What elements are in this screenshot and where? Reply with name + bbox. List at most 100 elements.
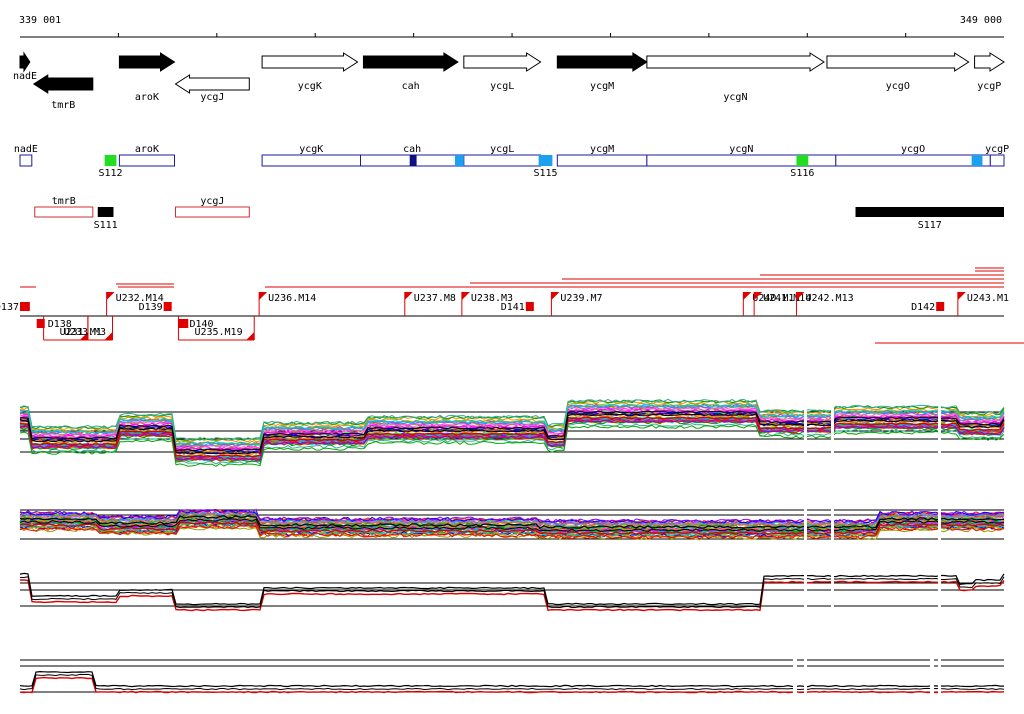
transcript-track: D137U232.M14D139U236.M14U237.M8U238.M3D1… <box>0 267 1024 344</box>
transcript-u238-m3[interactable]: U238.M3 <box>461 292 513 316</box>
forward-marker-s115[interactable] <box>538 155 553 166</box>
reverse-marker-s117[interactable] <box>855 207 1004 217</box>
data-gap <box>831 496 834 545</box>
gene-arrow-arok[interactable] <box>118 52 176 72</box>
ruler-start-label: 339 001 <box>19 15 61 26</box>
forward-feature-ycgp[interactable] <box>989 154 1005 167</box>
transcript-d141[interactable]: D141 <box>501 302 534 313</box>
gene-label-arok: aroK <box>135 92 159 103</box>
transcript-u237-m8[interactable]: U237.M8 <box>404 292 456 316</box>
transcript-u233-m3[interactable]: U233.M3 <box>64 316 114 341</box>
reverse-feature-label-ycgj: ycgJ <box>200 196 224 207</box>
transcript-u243-m1[interactable]: U243.M1 <box>957 292 1009 316</box>
transcript-d137[interactable]: D137 <box>0 302 30 313</box>
transcript-label: U235.M19 <box>194 327 242 338</box>
forward-marker-s116[interactable] <box>796 155 809 166</box>
gene-label-tmrb: tmrB <box>51 100 75 111</box>
transcript-d139[interactable]: D139 <box>139 302 172 313</box>
transcript-label: U231.M1 <box>60 327 102 338</box>
expression-trace-red <box>19 416 1005 458</box>
transcript-label: D138 <box>48 319 72 330</box>
forward-marker[interactable] <box>454 155 464 166</box>
expression-trace <box>19 403 1005 446</box>
forward-feature-ycgk[interactable] <box>261 154 361 167</box>
transcript-u235-m19[interactable]: U235.M19 <box>177 316 255 341</box>
transcript-u240-m11[interactable]: U240.M11 <box>742 292 800 316</box>
data-gap <box>831 398 834 458</box>
data-gap <box>804 646 807 698</box>
gene-arrow-ycgl[interactable] <box>463 52 542 72</box>
transcript-extent-lines <box>20 267 1024 344</box>
transcript-label: U242.M13 <box>805 293 853 304</box>
expression-trace-black <box>19 518 1005 532</box>
reverse-marker-s111[interactable] <box>97 207 114 217</box>
transcript-d138[interactable]: D138 <box>36 319 72 330</box>
forward-feature-ycgl[interactable] <box>463 154 542 167</box>
transcript-box <box>20 302 30 311</box>
transcript-flag <box>551 292 560 300</box>
expression-trace <box>19 418 1005 461</box>
forward-marker-s112[interactable] <box>104 155 117 166</box>
transcript-label: D141 <box>501 302 525 313</box>
transcript-u241-m14[interactable]: U241.M14 <box>753 292 811 316</box>
forward-feature-nade[interactable] <box>19 154 33 167</box>
expression-trace <box>19 423 1005 465</box>
reverse-feature-tmrb[interactable] <box>34 206 94 218</box>
transcript-d140[interactable]: D140 <box>178 319 214 330</box>
transcript-flag <box>246 332 255 340</box>
ruler-ticks <box>117 33 907 37</box>
gene-arrow-ycgm[interactable] <box>556 52 648 72</box>
reverse-marker-label-s117: S117 <box>918 220 942 231</box>
gene-arrow-cah[interactable] <box>362 52 459 72</box>
gene-arrow-ycgk[interactable] <box>261 52 359 72</box>
data-gap <box>938 569 941 612</box>
forward-feature-track: nadE aroK ycgK cah ycgL ycgM ycgN ycgO ycgP S112 S… <box>14 144 1009 179</box>
gene-arrow-ycgj[interactable] <box>174 74 250 94</box>
gene-label-cah: cah <box>402 81 420 92</box>
reverse-feature-label-tmrb: tmrB <box>52 196 76 207</box>
reverse-feature-ycgj[interactable] <box>174 206 250 218</box>
transcript-box <box>163 302 172 311</box>
data-gap <box>938 646 941 698</box>
gene-arrow-ycgo[interactable] <box>826 52 970 72</box>
reverse-marker-label-s111: S111 <box>94 220 118 231</box>
gene-annotation-track: nadE tmrB aroK ycgJ ycgK cah ycgL ycgM ycgN ycgO y… <box>13 51 1005 111</box>
gene-arrow-nade[interactable] <box>19 51 31 73</box>
profile-panel-4 <box>19 646 1005 698</box>
expression-trace <box>19 408 1005 451</box>
forward-marker[interactable] <box>409 155 417 166</box>
expression-trace <box>19 508 1005 524</box>
transcript-box <box>525 302 534 311</box>
expression-trace <box>19 398 1005 441</box>
transcript-label: U237.M8 <box>414 293 456 304</box>
transcript-label: D140 <box>189 319 213 330</box>
forward-feature-arok[interactable] <box>118 154 176 167</box>
gene-arrow-tmrb[interactable] <box>32 74 94 94</box>
transcript-u239-m7[interactable]: U239.M7 <box>550 292 603 316</box>
gene-label-ycgn: ycgN <box>723 92 747 103</box>
data-gap <box>804 496 807 545</box>
gene-arrow-ycgp[interactable] <box>974 52 1005 72</box>
expression-profile-panels <box>19 398 1005 698</box>
forward-marker[interactable] <box>971 155 983 166</box>
forward-feature-ycgo[interactable] <box>835 154 991 167</box>
expression-trace-black <box>19 410 1005 452</box>
gene-label-ycgm: ycgM <box>590 81 614 92</box>
forward-marker-label-s112: S112 <box>98 168 122 179</box>
transcript-label: D137 <box>0 302 19 313</box>
profile-panel-3 <box>19 569 1005 612</box>
transcript-label: U240.M11 <box>752 293 800 304</box>
transcript-u236-m14[interactable]: U236.M14 <box>258 292 316 316</box>
forward-feature-label-ycgm: ycgM <box>590 144 614 155</box>
reverse-feature-track: tmrB ycgJ S111 S117 <box>34 196 1004 231</box>
gene-arrow-ycgn[interactable] <box>646 52 825 72</box>
data-gap <box>930 646 934 698</box>
transcript-flag <box>957 292 966 300</box>
transcript-d142[interactable]: D142 <box>911 302 945 313</box>
forward-feature-ycgm[interactable] <box>556 154 648 167</box>
transcript-u232-m14[interactable]: U232.M14 <box>106 292 164 316</box>
expression-trace <box>19 512 1005 528</box>
transcript-u242-m13[interactable]: U242.M13 <box>795 292 854 316</box>
transcript-box <box>36 319 45 328</box>
